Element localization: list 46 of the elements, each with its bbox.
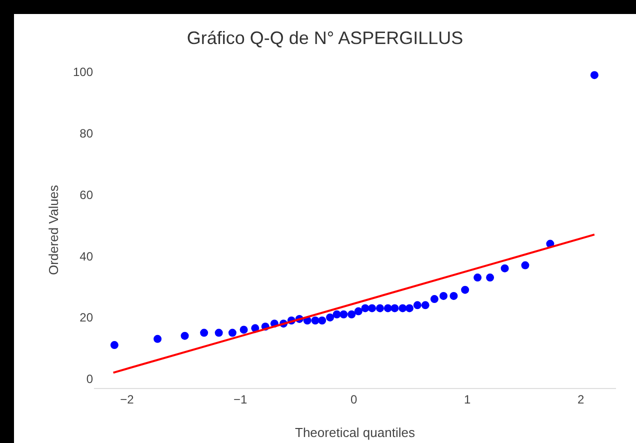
point [440, 292, 448, 300]
point [326, 313, 334, 322]
point [461, 286, 470, 294]
point [340, 310, 348, 318]
point [110, 341, 118, 350]
x-tick-label: −1 [234, 392, 248, 406]
point [240, 326, 248, 334]
point [521, 261, 530, 270]
point [361, 304, 370, 312]
x-tick-label: 0 [350, 392, 358, 406]
point [376, 304, 384, 312]
point [354, 307, 362, 316]
y-tick-label: 80 [80, 126, 94, 141]
point [474, 274, 482, 282]
point [348, 310, 356, 318]
point [200, 328, 208, 337]
point [486, 274, 494, 282]
x-tick-label: 2 [577, 392, 584, 406]
point [311, 316, 320, 324]
y-tick-label: 60 [80, 188, 94, 202]
x-axis-title: Theoretical quantiles [295, 425, 416, 440]
point [413, 301, 422, 310]
y-tick-label: 0 [86, 372, 94, 386]
x-tick-label: 1 [464, 392, 471, 406]
point [390, 304, 399, 312]
point [214, 328, 223, 337]
point [318, 316, 326, 324]
point [430, 295, 438, 304]
y-tick-label: 40 [80, 249, 94, 264]
y-tick-label: 20 [80, 310, 94, 325]
point [450, 292, 458, 300]
point [421, 301, 430, 310]
chart-title: Gráfico Q-Q de N° ASPERGILLUS [186, 28, 464, 48]
point [384, 304, 392, 312]
y-tick-label: 100 [72, 65, 94, 80]
point [180, 332, 189, 340]
point [398, 304, 407, 312]
x-tick-label: −2 [120, 392, 134, 406]
point [368, 304, 376, 312]
y-axis-title: Ordered Values [46, 184, 61, 276]
point [332, 310, 341, 318]
point [405, 304, 414, 312]
point [154, 334, 162, 343]
point [590, 71, 598, 80]
point [500, 264, 509, 272]
point [228, 328, 236, 337]
